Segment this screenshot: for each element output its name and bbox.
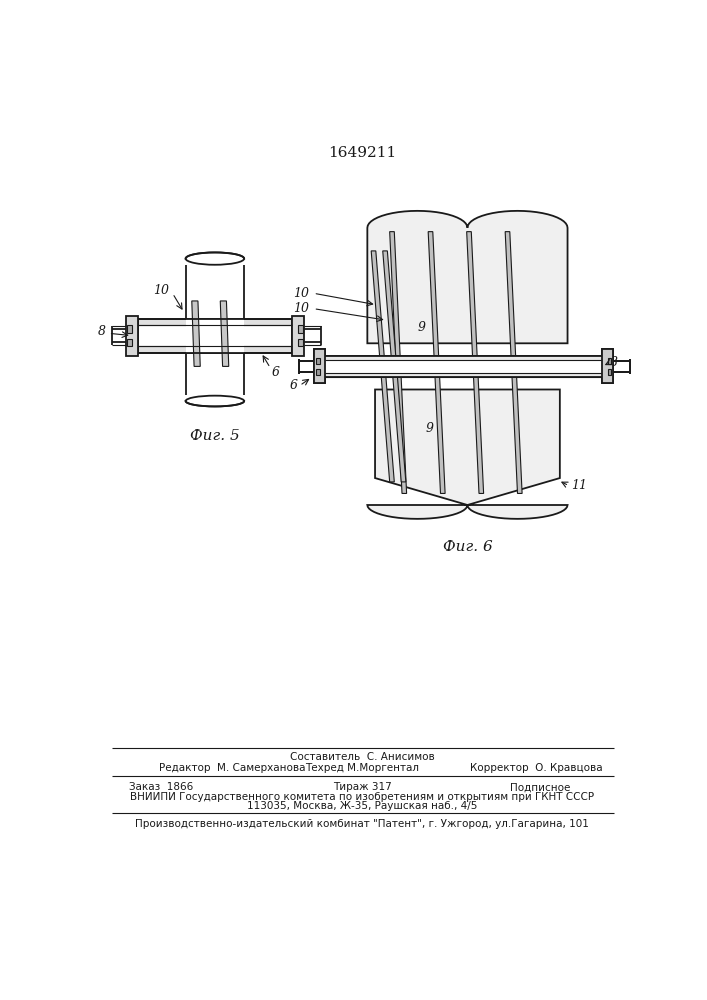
Text: 9: 9 [425,422,433,434]
Polygon shape [368,389,568,519]
Bar [298,325,303,333]
Bar [316,358,320,364]
Bar [602,349,613,383]
Bar [127,339,132,346]
Bar [607,369,612,375]
Text: 10: 10 [293,302,310,315]
Bar [127,325,132,333]
Bar [314,349,325,383]
Text: 9: 9 [417,321,426,334]
Text: 6: 6 [272,366,280,379]
Text: Составитель  С. Анисимов: Составитель С. Анисимов [290,752,434,762]
Bar [607,369,612,375]
Text: ВНИИПИ Государственного комитета по изобретениям и открытиям при ГКНТ СССР: ВНИИПИ Государственного комитета по изоб… [130,792,594,802]
Bar [325,356,602,377]
Bar [607,358,612,364]
Bar [126,316,138,356]
Polygon shape [192,301,200,366]
Bar [292,316,304,356]
Bar [316,358,320,364]
Text: 10: 10 [153,284,169,297]
Text: 9: 9 [218,318,227,331]
Bar [316,369,320,375]
Polygon shape [428,232,445,493]
Polygon shape [221,301,229,366]
Bar [138,325,292,346]
Text: 11: 11 [571,479,588,492]
Text: Заказ  1866: Заказ 1866 [129,782,193,792]
Text: 8: 8 [98,325,106,338]
Bar [325,356,602,377]
Polygon shape [506,232,522,493]
Polygon shape [390,232,407,493]
Text: Техред М.Моргентал: Техред М.Моргентал [305,763,419,773]
Bar [186,319,244,353]
Text: 8: 8 [610,356,618,369]
Bar [316,369,320,375]
Bar [607,358,612,364]
Text: Фиг. 5: Фиг. 5 [190,429,240,443]
Bar [602,349,613,383]
Polygon shape [467,232,484,493]
Text: Фиг. 6: Фиг. 6 [443,540,492,554]
Bar [325,360,602,373]
Text: 6: 6 [290,379,298,392]
Text: Тираж 317: Тираж 317 [332,782,392,792]
Polygon shape [371,251,395,482]
Bar [325,360,602,373]
Text: Подписное: Подписное [510,782,571,792]
Ellipse shape [186,252,244,265]
Text: 10: 10 [293,287,310,300]
Bar [298,339,303,346]
Text: Производственно-издательский комбинат "Патент", г. Ужгород, ул.Гагарина, 101: Производственно-издательский комбинат "П… [135,819,589,829]
Bar [314,349,325,383]
Text: 1649211: 1649211 [328,146,396,160]
Ellipse shape [186,396,244,406]
Polygon shape [382,251,406,482]
Text: Редактор  М. Самерханова: Редактор М. Самерханова [160,763,306,773]
Bar [138,319,292,353]
Polygon shape [368,211,568,343]
Text: 113035, Москва, Ж-35, Раушская наб., 4/5: 113035, Москва, Ж-35, Раушская наб., 4/5 [247,801,477,811]
Text: Корректор  О. Кравцова: Корректор О. Кравцова [470,763,603,773]
